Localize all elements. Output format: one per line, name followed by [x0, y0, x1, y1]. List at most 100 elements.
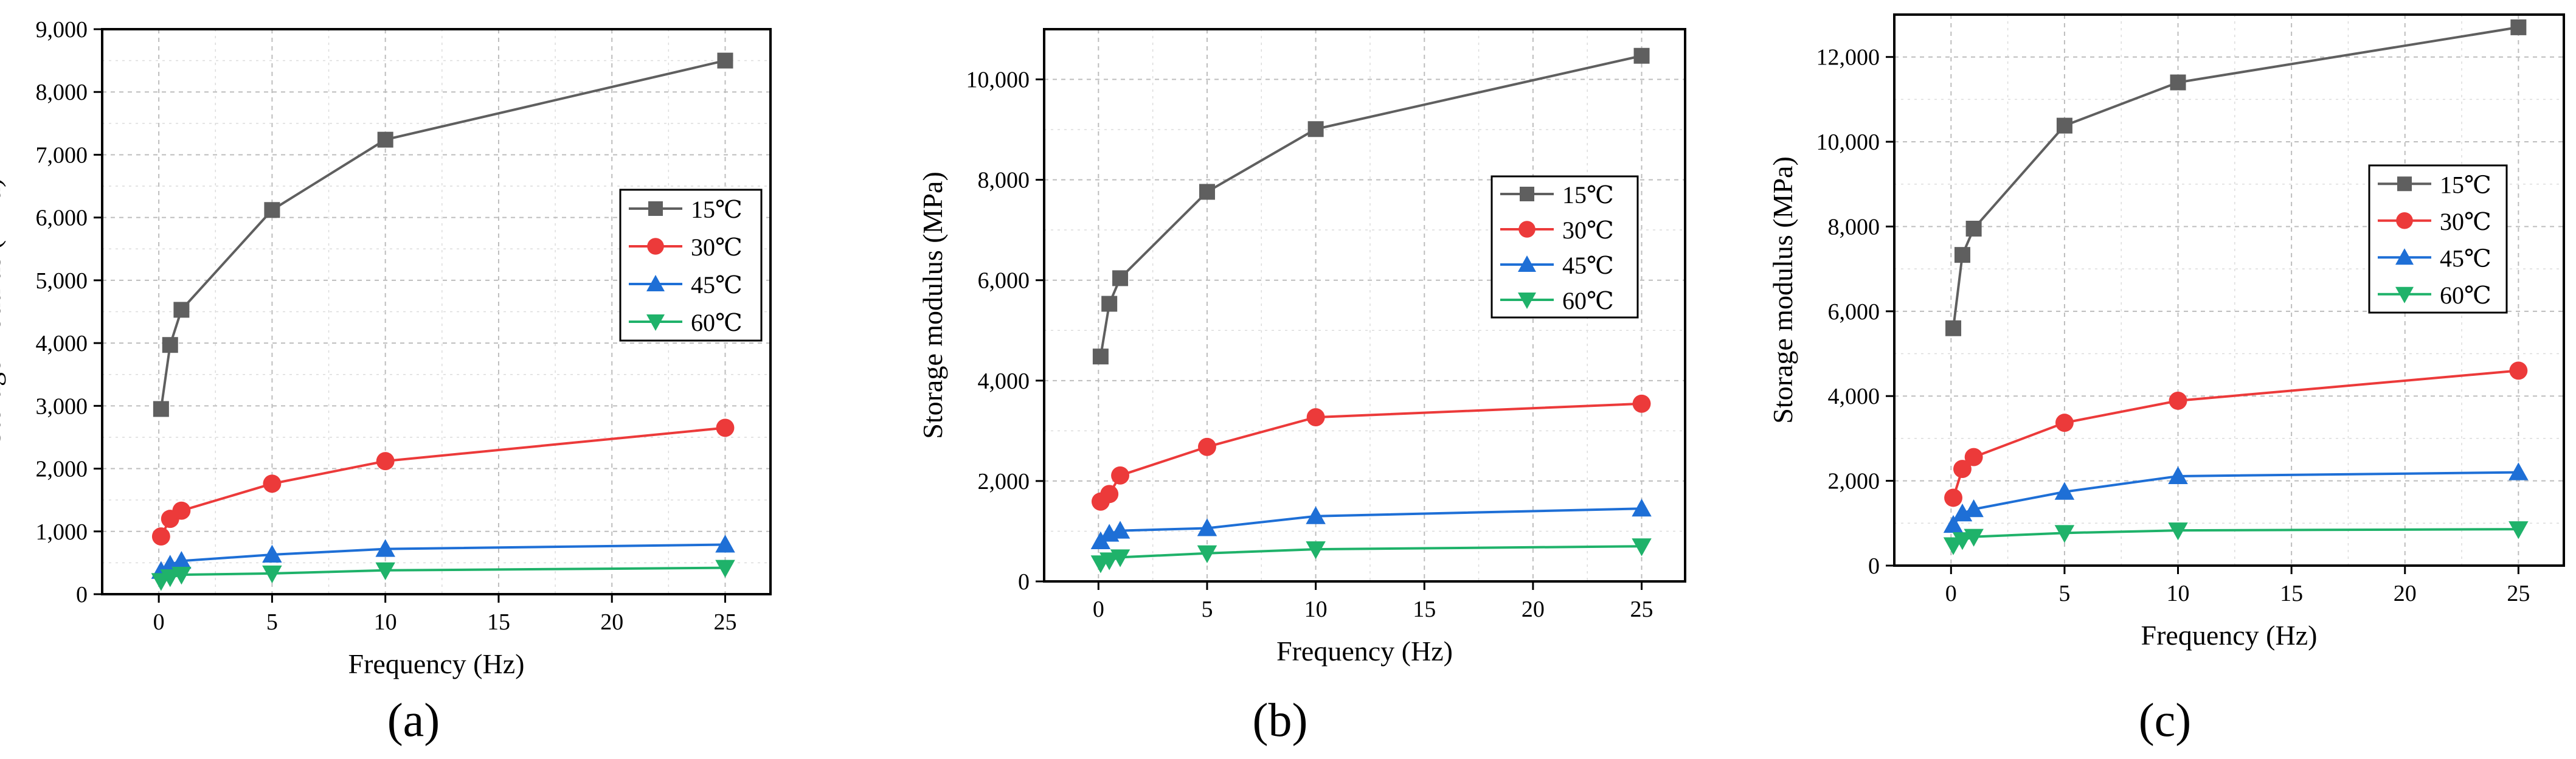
legend-marker: [1518, 221, 1536, 238]
data-point: [715, 560, 735, 578]
legend-marker: [2395, 248, 2414, 265]
data-point: [2056, 117, 2072, 134]
x-tick-label: 20: [2394, 581, 2417, 606]
legend-marker: [2397, 176, 2412, 192]
data-point: [1198, 437, 1216, 456]
data-point: [1099, 552, 1120, 570]
y-tick-label: 0: [1868, 553, 1880, 579]
data-point: [1306, 408, 1325, 427]
legend-label: 60℃: [691, 309, 743, 336]
x-tick-label: 15: [487, 609, 510, 635]
x-tick-label: 15: [2280, 581, 2303, 606]
data-point: [171, 567, 192, 585]
y-tick-label: 9,000: [36, 17, 88, 43]
series-line: [160, 426, 725, 537]
data-point: [2168, 522, 2188, 541]
y-tick-label: 4,000: [1828, 384, 1880, 409]
data-point: [1112, 270, 1129, 286]
x-tick-label: 25: [713, 609, 736, 635]
legend-label: 30℃: [2440, 208, 2491, 235]
data-point: [2508, 462, 2529, 480]
y-axis-label: Storage modulus (MPa): [1767, 156, 1798, 424]
series-1: [1092, 47, 1650, 365]
legend-label: 60℃: [2440, 282, 2491, 309]
series-line: [160, 543, 725, 572]
data-point: [1633, 47, 1650, 64]
legend-label: 15℃: [1562, 181, 1614, 209]
x-tick-label: 10: [1304, 597, 1328, 622]
series-4: [1943, 521, 2529, 555]
series-line: [1099, 402, 1642, 503]
data-point: [2054, 482, 2075, 500]
data-point: [151, 527, 170, 546]
y-tick-label: 6,000: [978, 268, 1030, 294]
plot-frame: [1893, 13, 2565, 567]
data-point: [375, 562, 395, 581]
x-tick-label: 20: [600, 609, 623, 635]
data-point: [1111, 466, 1130, 485]
data-point: [2168, 466, 2188, 484]
x-tick-label: 0: [1093, 597, 1104, 622]
y-tick-label: 10,000: [1816, 130, 1880, 155]
series-4: [1090, 538, 1652, 574]
data-point: [1199, 184, 1215, 200]
panel-label: (c): [2139, 693, 2192, 746]
x-tick-label: 25: [2507, 581, 2530, 606]
y-tick-label: 3,000: [36, 393, 88, 419]
x-axis-label: Frequency (Hz): [2141, 620, 2318, 651]
y-tick-label: 2,000: [36, 457, 88, 482]
data-point: [1964, 529, 1984, 547]
data-point: [172, 501, 191, 520]
data-point: [2509, 361, 2528, 380]
data-point: [717, 52, 733, 69]
x-tick-label: 5: [2058, 581, 2070, 606]
data-point: [2508, 521, 2529, 539]
series-line: [161, 566, 725, 583]
legend-label: 45℃: [1562, 252, 1614, 279]
chart-panel-2: 0 5 10 15 20 25 0 2,000 4,000 6,000 8,000 10,000 Fre…: [917, 28, 1686, 746]
legend-label: 15℃: [691, 196, 743, 223]
legend-marker: [1520, 187, 1534, 201]
data-point: [1306, 541, 1326, 560]
data-point: [263, 474, 282, 493]
data-point: [1632, 499, 1652, 517]
series-line: [1100, 545, 1642, 565]
data-point: [1632, 538, 1652, 556]
series-line: [1953, 528, 2519, 547]
plot-frame: [1043, 28, 1686, 583]
legend-label: 30℃: [1562, 217, 1614, 244]
y-tick-label: 1,000: [36, 519, 88, 545]
legend-label: 45℃: [691, 271, 743, 299]
y-tick-label: 0: [76, 582, 88, 608]
data-point: [153, 401, 169, 417]
legend-label: 60℃: [1562, 287, 1614, 314]
legend-marker: [1518, 293, 1536, 309]
data-point: [1965, 220, 1982, 237]
data-point: [160, 569, 181, 587]
chart-panel-3: 0 5 10 15 20 25 0 2,000 4,000 6,000 8,000 10,000 12,…: [1767, 13, 2565, 746]
data-point: [2169, 391, 2187, 410]
y-tick-label: 7,000: [36, 142, 88, 168]
x-tick-label: 10: [374, 609, 397, 635]
panel-label: (b): [1253, 693, 1308, 746]
y-axis-label: Storage modulus (MPa): [917, 172, 948, 439]
x-tick-label: 25: [1630, 597, 1653, 622]
data-point: [1100, 485, 1119, 504]
x-axis-label: Frequency (Hz): [348, 648, 525, 679]
legend-box: [619, 189, 763, 342]
data-point: [377, 131, 393, 148]
chart-panel-1: 0 5 10 15 20 25 0 1,000 2,000 3,000 4,000 5,000 6,00…: [0, 17, 772, 746]
legend: 15℃ 30℃ 45℃ 60℃: [2368, 164, 2508, 314]
x-tick-label: 5: [1201, 597, 1213, 622]
data-point: [715, 535, 735, 553]
data-point: [1954, 247, 1970, 263]
series-4: [151, 560, 735, 591]
data-point: [1197, 518, 1217, 536]
panel-label: (a): [387, 693, 440, 746]
y-tick-label: 8,000: [978, 168, 1030, 193]
data-point: [1964, 448, 1983, 466]
data-point: [375, 539, 395, 557]
data-point: [2055, 414, 2074, 432]
x-tick-label: 0: [153, 609, 165, 635]
legend-label: 15℃: [2440, 171, 2491, 198]
